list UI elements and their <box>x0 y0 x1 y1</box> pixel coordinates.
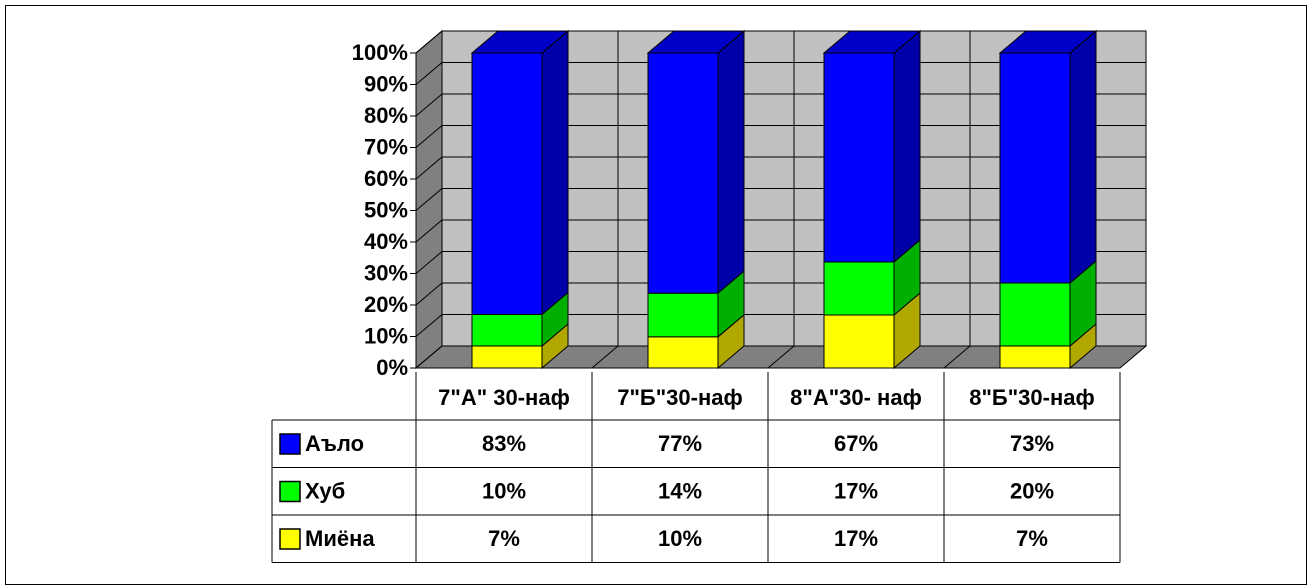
floor-divider <box>591 345 619 369</box>
bar <box>471 52 543 315</box>
bar <box>471 345 543 369</box>
bar <box>999 345 1071 369</box>
bar <box>999 52 1071 284</box>
bar-top <box>822 30 922 54</box>
category-label: 7"А" 30-наф <box>438 385 570 410</box>
y-tick-label: 90% <box>364 72 408 97</box>
legend-label: Миёна <box>305 526 375 551</box>
table-cell: 73% <box>1010 431 1054 456</box>
y-tick-label: 20% <box>364 292 408 317</box>
bar <box>647 336 719 369</box>
bar <box>999 282 1071 347</box>
table-cell: 17% <box>834 479 878 504</box>
table-cell: 67% <box>834 431 878 456</box>
y-tick-label: 100% <box>352 40 408 65</box>
table-cell: 14% <box>658 479 702 504</box>
bar-top <box>998 30 1098 54</box>
y-tick-label: 50% <box>364 198 408 223</box>
table-cell: 7% <box>1016 526 1048 551</box>
bar <box>823 314 895 369</box>
category-label: 8"Б"30-наф <box>969 385 1094 410</box>
table-cell: 77% <box>658 431 702 456</box>
y-tick-label: 40% <box>364 229 408 254</box>
table-cell: 7% <box>488 526 520 551</box>
bar-side <box>717 29 745 295</box>
bar <box>823 261 895 316</box>
bar-top <box>470 30 570 54</box>
bar-side <box>1069 29 1097 285</box>
y-axis: 0% 10% 20% 30% 40% 50% 60% 70% 80% 90% 100% <box>352 40 417 380</box>
table-cell: 83% <box>482 431 526 456</box>
table-cell: 10% <box>482 479 526 504</box>
y-tick-label: 60% <box>364 166 408 191</box>
y-tick-label: 70% <box>364 135 408 160</box>
y-tick-label: 10% <box>364 324 408 349</box>
table-cell: 20% <box>1010 479 1054 504</box>
y-tick-label: 0% <box>376 355 408 380</box>
y-tick-label: 80% <box>364 103 408 128</box>
data-table: 7"А" 30-наф 7"Б"30-наф 8"А"30- наф 8"Б"30-н… <box>271 372 1121 563</box>
legend-swatch <box>279 433 301 455</box>
bar-top <box>646 30 746 54</box>
category-label: 8"А"30- наф <box>790 385 922 410</box>
bar <box>647 292 719 338</box>
floor-divider <box>943 345 971 369</box>
bar-side <box>541 29 569 316</box>
legend-label: Хуб <box>305 479 345 504</box>
legend-swatch <box>279 480 301 503</box>
bars <box>470 29 1098 370</box>
legend-swatch <box>279 528 301 550</box>
table-cell: 10% <box>658 526 702 551</box>
floor-divider <box>767 345 795 369</box>
bar-side <box>893 29 921 264</box>
bar <box>823 52 895 263</box>
y-tick-label: 30% <box>364 261 408 286</box>
category-label: 7"Б"30-наф <box>617 385 742 410</box>
bar <box>647 52 719 294</box>
legend-label: Аъло <box>305 431 364 456</box>
bar <box>471 313 543 347</box>
chart-frame <box>5 5 1307 585</box>
table-cell: 17% <box>834 526 878 551</box>
